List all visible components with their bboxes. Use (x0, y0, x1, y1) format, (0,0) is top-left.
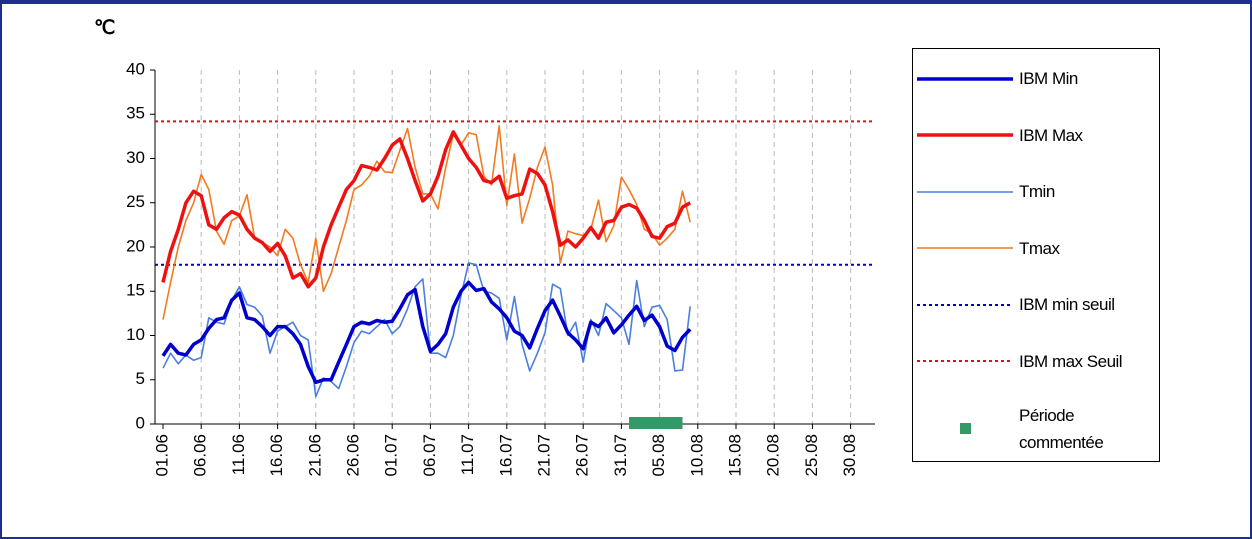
x-tick-label: 01.06 (152, 434, 171, 477)
y-axis-label: ℃ (94, 18, 115, 39)
legend-swatch-box (960, 423, 971, 434)
series-line (161, 130, 692, 289)
legend-item: Tmin (913, 178, 1159, 205)
x-tick-label: 16.06 (267, 434, 286, 477)
legend-item: Tmax (913, 235, 1159, 262)
legend-item: Période commentée (913, 402, 1159, 456)
y-tick-label: 20 (126, 236, 145, 255)
x-tick-label: 26.07 (573, 434, 592, 477)
x-tick-label: 15.08 (725, 434, 744, 477)
legend-label: IBM Max (1019, 125, 1083, 145)
x-tick-label: 06.07 (420, 434, 439, 477)
y-tick-label: 30 (126, 148, 145, 167)
x-tick-label: 21.07 (534, 434, 553, 477)
legend-item: IBM Max (913, 122, 1159, 149)
x-tick-label: 10.08 (687, 434, 706, 477)
legend-swatch (917, 76, 1013, 81)
legend-item: IBM min seuil (913, 291, 1159, 318)
legend-label: IBM Min (1019, 69, 1078, 88)
x-tick-label: 01.07 (382, 434, 401, 477)
y-tick-label: 0 (136, 413, 145, 432)
x-tick-label: 05.08 (649, 434, 668, 477)
legend-swatch (960, 423, 971, 434)
x-tick-label: 11.07 (458, 434, 477, 475)
legend: IBM Min IBM Max Tmin Tmax IBM min seuil IBM m… (912, 48, 1160, 462)
legend-swatch (917, 133, 1013, 137)
x-tick-label: 21.06 (305, 434, 324, 477)
legend-label: Tmin (1019, 182, 1055, 201)
x-tick-label: 06.06 (191, 434, 210, 477)
series-line (162, 125, 691, 320)
y-tick-label: 10 (126, 325, 145, 344)
y-tick-label: 25 (126, 192, 145, 211)
x-tick-label: 26.06 (343, 434, 362, 477)
legend-label: Période commentée (1019, 406, 1104, 452)
y-tick-label: 15 (126, 281, 145, 300)
y-tick-label: 35 (126, 104, 145, 123)
x-tick-label: 30.08 (840, 434, 859, 477)
legend-label: IBM max Seuil (1019, 351, 1123, 371)
x-tick-label: 25.08 (802, 434, 821, 477)
x-tick-label: 11.06 (229, 434, 248, 475)
x-tick-label: 16.07 (496, 434, 515, 477)
legend-item: IBM Min (913, 65, 1159, 92)
legend-swatch (917, 303, 1013, 306)
legend-swatch (917, 190, 1013, 193)
legend-swatch (917, 247, 1013, 249)
period-bar (629, 417, 683, 429)
y-tick-label: 5 (136, 369, 145, 388)
x-tick-label: 31.07 (611, 434, 630, 477)
legend-label: Tmax (1019, 238, 1060, 258)
y-tick-label: 40 (126, 59, 145, 78)
x-tick-label: 20.08 (764, 434, 783, 477)
legend-label: IBM min seuil (1019, 295, 1115, 314)
legend-item: IBM max Seuil (913, 348, 1159, 375)
chart: ℃ 01.06 06.06 11.06 16.06 21.06 26.06 01.07 06.… (94, 18, 875, 477)
legend-swatch (917, 360, 1013, 362)
series-line (161, 280, 692, 385)
